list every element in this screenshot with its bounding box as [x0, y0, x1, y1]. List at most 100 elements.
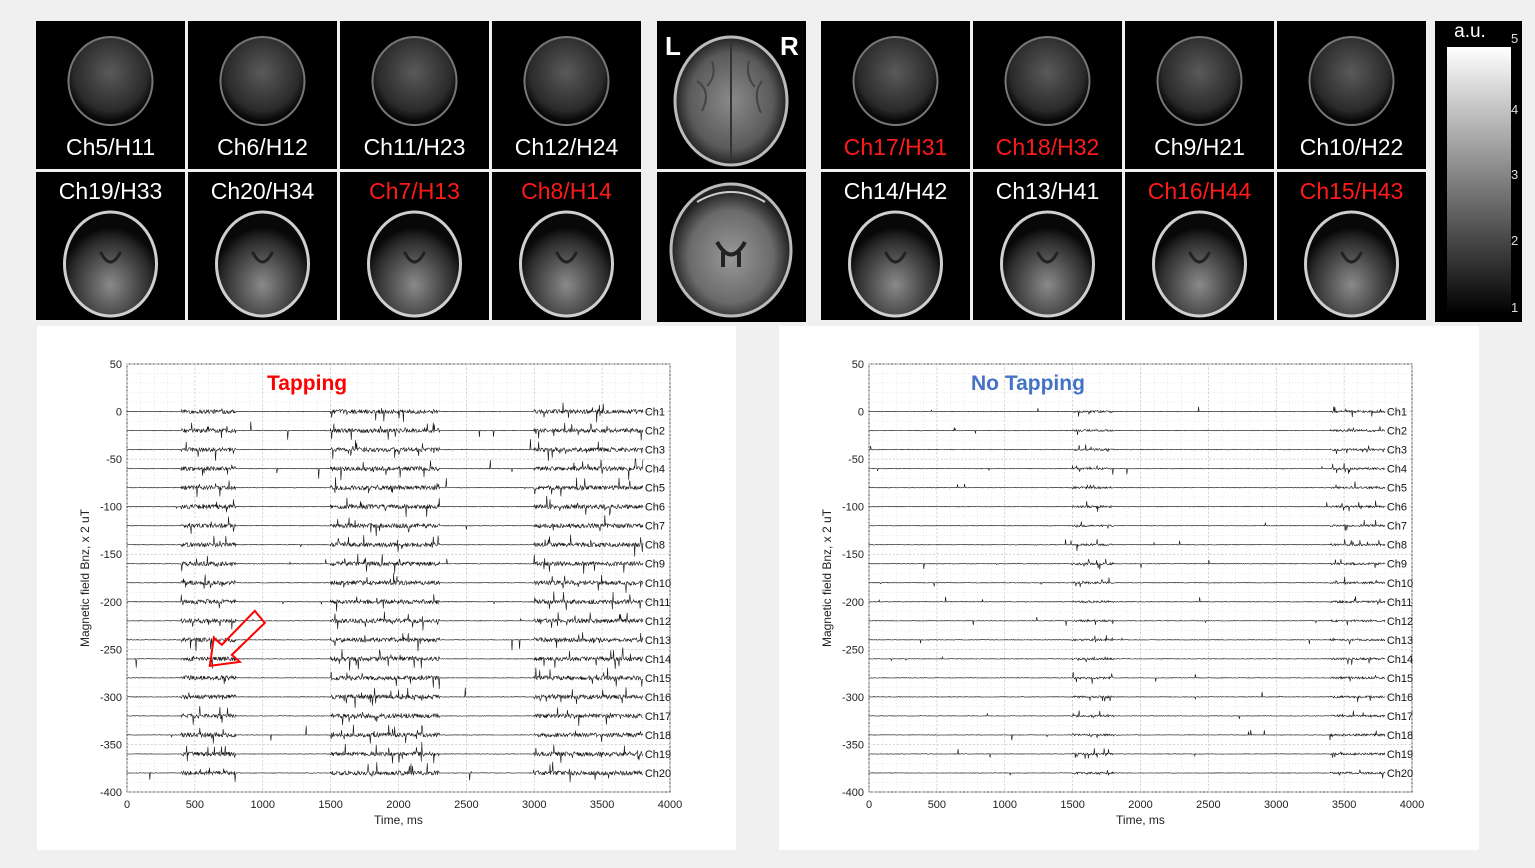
channel-label: Ch19/H33: [58, 178, 163, 204]
channel-image-tile: Ch11/H23: [340, 21, 489, 169]
trace-ch18: [868, 729, 1386, 741]
y-tick-label: 50: [110, 359, 122, 371]
chart-title: No Tapping: [971, 372, 1085, 395]
brain-axial-bottom-image: [669, 182, 793, 318]
brain-slice-image: [371, 36, 458, 126]
channel-tick-label: Ch1: [645, 407, 665, 419]
trace-ch6: [868, 500, 1385, 512]
channel-image-tile: Ch16/H44: [1125, 172, 1274, 320]
trace-ch10: [126, 572, 644, 593]
colorbar-tick: 2: [1511, 233, 1519, 248]
channel-tick-label: Ch12: [1387, 616, 1413, 628]
channel-tick-label: Ch13: [1387, 635, 1413, 647]
y-tick-label: -400: [100, 787, 122, 799]
channel-image-tile: Ch9/H21: [1125, 21, 1274, 169]
channel-tick-label: Ch11: [645, 597, 670, 609]
trace-ch8: [868, 538, 1386, 552]
trace-ch18: [126, 724, 644, 744]
brain-slice-image: [523, 36, 610, 126]
channel-image-tile: Ch10/H22: [1277, 21, 1426, 169]
trace-ch16: [126, 687, 644, 708]
channel-tick-label: Ch3: [645, 445, 665, 457]
y-tick-label: -50: [106, 454, 122, 466]
channel-image-tile: Ch5/H11: [36, 21, 185, 169]
channel-image-tile: Ch7/H13: [340, 172, 489, 320]
channel-label: Ch7/H13: [369, 178, 460, 204]
channel-tick-label: Ch8: [645, 540, 665, 552]
channel-image-tile: Ch18/H32: [973, 21, 1122, 169]
colorbar-tick: 5: [1511, 31, 1519, 46]
channel-tick-label: Ch4: [1387, 464, 1407, 476]
channel-tick-label: Ch2: [645, 426, 665, 438]
channel-image-tile: Ch14/H42: [821, 172, 970, 320]
channel-tick-label: Ch6: [645, 502, 665, 514]
channel-label: Ch15/H43: [1299, 178, 1404, 204]
trace-ch2: [868, 426, 1386, 436]
brain-slice-image: [63, 210, 158, 318]
channel-image-tile: Ch15/H43: [1277, 172, 1426, 320]
channel-label: Ch8/H14: [521, 178, 612, 204]
channel-tick-label: Ch16: [645, 692, 671, 704]
channel-label: Ch9/H21: [1154, 134, 1245, 160]
x-axis-label: Time, ms: [1116, 813, 1165, 827]
channel-image-tile: Ch19/H33: [36, 172, 185, 320]
colorbar-tick: 3: [1511, 167, 1519, 182]
channel-image-tile: Ch12/H24: [492, 21, 641, 169]
x-tick-label: 500: [186, 799, 204, 811]
channel-label: Ch18/H32: [995, 134, 1100, 160]
x-tick-label: 1000: [993, 799, 1017, 811]
y-tick-label: -150: [100, 549, 122, 561]
trace-ch15: [868, 672, 1385, 684]
brain-slice-image: [1304, 210, 1399, 318]
channel-tick-label: Ch12: [645, 616, 671, 628]
trace-ch7: [126, 515, 644, 537]
y-tick-label: 50: [852, 359, 864, 371]
trace-ch20: [126, 761, 643, 783]
trace-ch4: [868, 462, 1385, 475]
brain-slice-image: [219, 36, 306, 126]
trace-ch17: [868, 710, 1386, 720]
x-tick-label: 3000: [1264, 799, 1288, 811]
channel-tick-label: Ch5: [1387, 483, 1407, 495]
channel-tick-label: Ch3: [1387, 445, 1407, 457]
trace-ch14: [126, 647, 644, 671]
x-tick-label: 1500: [318, 799, 342, 811]
channel-tick-label: Ch1: [1387, 407, 1407, 419]
colorbar-tick: 4: [1511, 102, 1519, 117]
trace-ch3: [127, 439, 643, 461]
y-tick-label: -200: [100, 597, 122, 609]
channel-tick-label: Ch10: [645, 578, 671, 590]
trace-ch7: [868, 519, 1386, 532]
brain-slice-image: [1156, 36, 1243, 126]
channel-image-tile: Ch20/H34: [188, 172, 337, 320]
x-tick-label: 4000: [1400, 799, 1424, 811]
channel-label: Ch5/H11: [65, 134, 156, 160]
reference-image-top: L R: [657, 21, 806, 169]
channel-tick-label: Ch11: [1387, 597, 1412, 609]
trace-ch12: [868, 616, 1386, 626]
channel-tick-label: Ch19: [645, 749, 671, 761]
channel-tick-label: Ch5: [645, 483, 665, 495]
y-axis-label: Magnetic field Bnz, x 2 uT: [820, 508, 834, 647]
channel-tick-label: Ch19: [1387, 749, 1413, 761]
brain-slice-image: [367, 210, 462, 318]
channel-label: Ch14/H42: [843, 178, 948, 204]
channel-tick-label: Ch20: [645, 768, 671, 780]
trace-ch16: [868, 691, 1386, 703]
arrow-annotation: [208, 609, 267, 668]
x-tick-label: 0: [866, 799, 872, 811]
channel-tick-label: Ch10: [1387, 578, 1413, 590]
channel-tick-label: Ch7: [645, 521, 665, 533]
brain-slice-image: [1152, 210, 1247, 318]
trace-ch2: [126, 421, 644, 441]
x-tick-label: 500: [928, 799, 946, 811]
y-tick-label: -350: [100, 739, 122, 751]
channel-tick-label: Ch17: [1387, 711, 1413, 723]
trace-ch5: [126, 477, 644, 498]
trace-ch17: [126, 705, 643, 726]
channel-tick-label: Ch18: [645, 730, 671, 742]
tapping-plot-panel: 0 500 1000 1500 2000 2500 3000 3500 4000 50 0 -50 -1…: [37, 326, 736, 850]
trace-ch15: [126, 667, 643, 690]
brain-slice-image: [848, 210, 943, 318]
channel-tick-label: Ch6: [1387, 502, 1407, 514]
